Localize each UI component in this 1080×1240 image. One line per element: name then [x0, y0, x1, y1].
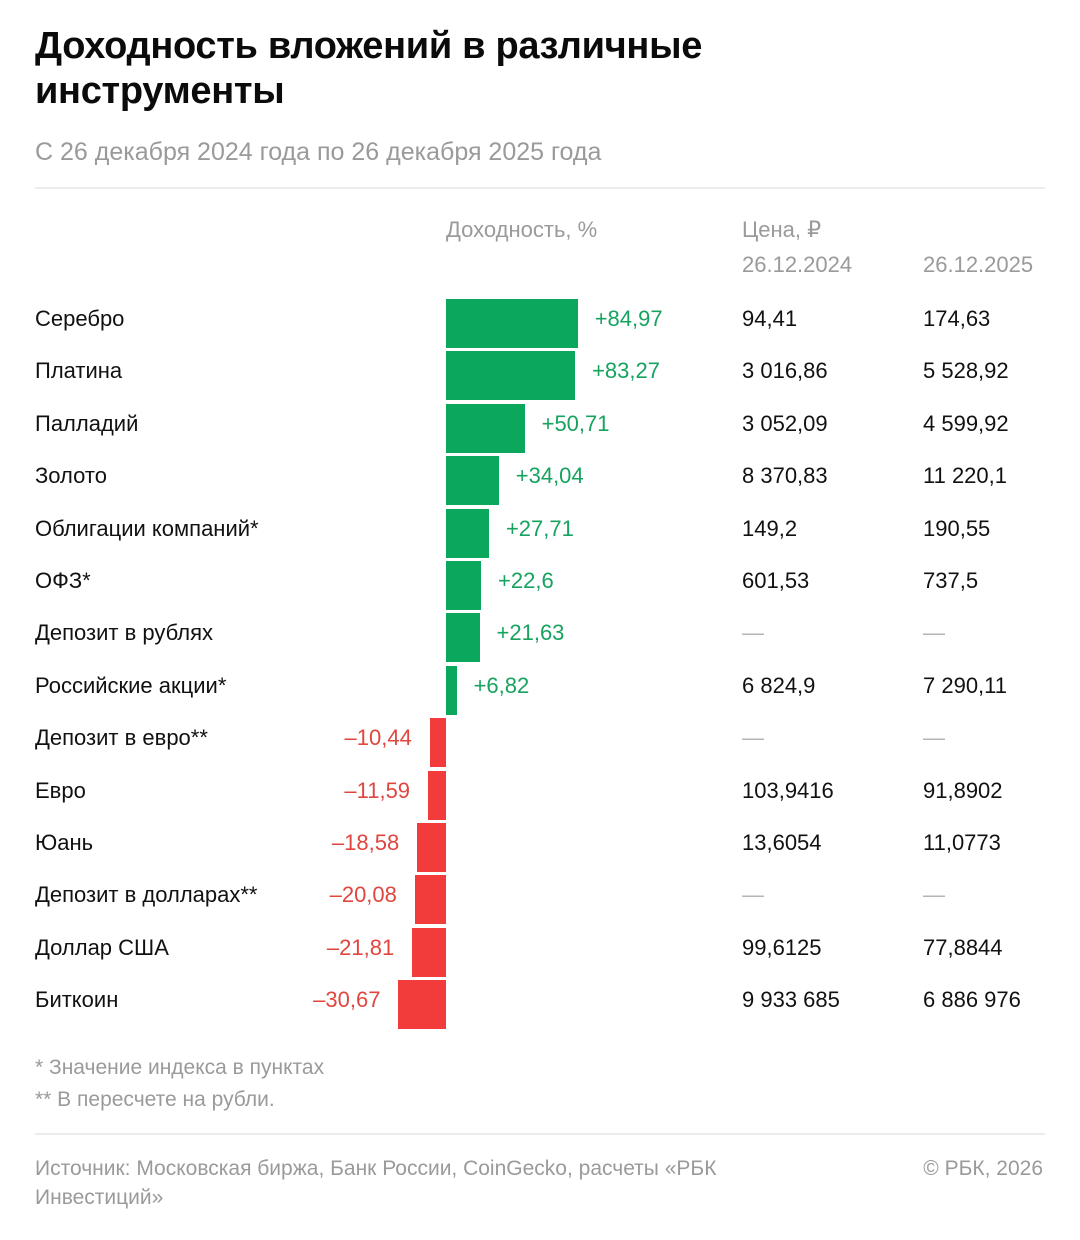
bar: [414, 875, 446, 925]
bar: [446, 299, 578, 348]
price-2025: 91,8902: [923, 777, 1003, 803]
bar: [398, 980, 446, 1030]
row-label: Серебро: [35, 306, 125, 331]
price-2024: —: [742, 882, 764, 908]
chart-subtitle: С 26 декабря 2024 года по 26 декабря 202…: [35, 138, 602, 166]
price-2024: 6 824,9: [742, 672, 816, 698]
price-2024: —: [742, 725, 764, 751]
row-label: Золото: [35, 463, 107, 489]
row-label: Евро: [35, 777, 86, 803]
price-2025: 6 886 976: [923, 987, 1021, 1013]
top-divider: [35, 187, 1045, 189]
row-label: Депозит в долларах**: [35, 882, 258, 908]
data-label: +84,97: [594, 306, 663, 331]
price-2025: 737,5: [923, 568, 979, 593]
table-row: ОФЗ* +22,6 601,53 737,5: [0, 558, 1080, 610]
data-label: +50,71: [541, 410, 610, 436]
row-label: Облигации компаний*: [35, 515, 259, 541]
data-label: –20,08: [329, 882, 397, 908]
price-2024: 3 016,86: [742, 358, 828, 384]
price-2025: 4 599,92: [923, 410, 1009, 436]
bar: [446, 665, 457, 715]
copyright: © РБК, 2026: [923, 1157, 1043, 1180]
bottom-divider: [35, 1133, 1045, 1135]
bar: [412, 927, 446, 977]
price-2025: 190,55: [923, 515, 991, 541]
data-label: +6,82: [473, 672, 530, 698]
table-row: Палладий +50,71 3 052,09 4 599,92: [0, 401, 1080, 453]
table-row: Доллар США –21,81 99,6125 77,8844: [0, 925, 1080, 977]
price-2025: 174,63: [923, 306, 991, 331]
price-2024: 94,41: [742, 306, 798, 331]
bar: [446, 456, 499, 506]
bar: [446, 613, 480, 663]
source-note: Источник: Московская биржа, Банк России,…: [35, 1157, 717, 1209]
bar: [429, 718, 446, 768]
price-2025: —: [923, 620, 945, 646]
row-label: Доллар США: [35, 934, 169, 960]
table-row: Платина +83,27 3 016,86 5 528,92: [0, 348, 1080, 401]
table-row: Депозит в евро** –10,44 — —: [0, 715, 1080, 768]
data-label: +27,71: [505, 515, 574, 541]
table-row: Российские акции* +6,82 6 824,9 7 290,11: [0, 663, 1080, 715]
table-row: Депозит в долларах** –20,08 — —: [0, 872, 1080, 925]
price-2024: 3 052,09: [742, 410, 828, 436]
price-2024: —: [742, 620, 764, 646]
table-row: Серебро +84,97 94,41 174,63: [0, 296, 1080, 348]
date-2025-header: 26.12.2025: [923, 252, 1034, 277]
price-2024: 99,6125: [742, 934, 822, 960]
row-label: Российские акции*: [35, 672, 227, 698]
row-label: Платина: [35, 358, 123, 384]
data-label: –21,81: [326, 934, 395, 960]
bar: [446, 403, 525, 453]
price-2024: 149,2: [742, 515, 798, 541]
price-2025: 5 528,92: [923, 358, 1009, 384]
table-row: Биткоин –30,67 9 933 685 6 886 976: [0, 977, 1080, 1030]
table-row: Евро –11,59 103,9416 91,8902: [0, 768, 1080, 820]
bar: [446, 508, 489, 558]
table-row: Золото +34,04 8 370,83 11 220,1: [0, 453, 1080, 506]
chart-title: Доходность вложений в различные инструме…: [35, 25, 703, 112]
price-2025: 11,0773: [923, 830, 1001, 855]
data-label: +83,27: [592, 358, 660, 384]
price-2024: 103,9416: [742, 777, 834, 803]
row-label: Юань: [35, 830, 94, 855]
price-2024: 13,6054: [742, 830, 822, 855]
price-column-header: Цена, ₽: [742, 217, 822, 242]
table-row: Юань –18,58 13,6054 11,0773: [0, 820, 1080, 872]
data-label: +22,6: [498, 568, 554, 593]
price-2024: 8 370,83: [742, 463, 828, 489]
date-2024-header: 26.12.2024: [742, 252, 853, 277]
row-label: Биткоин: [35, 987, 119, 1013]
footnote-index-points: * Значение индекса в пунктах: [35, 1056, 325, 1079]
table-row: Облигации компаний* +27,71 149,2 190,55: [0, 506, 1080, 558]
yield-column-header: Доходность, %: [446, 217, 598, 242]
data-label: +34,04: [515, 463, 584, 489]
price-2025: —: [923, 725, 945, 751]
row-label: Палладий: [35, 410, 139, 436]
data-label: +21,63: [496, 620, 565, 646]
price-2024: 9 933 685: [742, 987, 840, 1013]
price-2024: 601,53: [742, 568, 810, 593]
price-2025: 77,8844: [923, 934, 1003, 960]
row-label: Депозит в рублях: [35, 620, 213, 646]
table-row: Депозит в рублях +21,63 — —: [0, 610, 1080, 663]
price-2025: 11 220,1: [923, 463, 1008, 489]
row-label: ОФЗ*: [35, 568, 91, 593]
price-2025: 7 290,11: [923, 672, 1008, 698]
bar: [428, 770, 446, 820]
row-label: Депозит в евро**: [35, 725, 208, 751]
bar: [446, 351, 576, 401]
data-label: –18,58: [331, 830, 400, 855]
footnote-rubles: ** В пересчете на рубли.: [35, 1088, 275, 1111]
data-label: –10,44: [344, 725, 412, 751]
bar: [446, 561, 482, 610]
data-label: –30,67: [313, 987, 381, 1013]
bar: [417, 823, 446, 872]
price-2025: —: [923, 882, 945, 908]
data-label: –11,59: [344, 777, 411, 803]
